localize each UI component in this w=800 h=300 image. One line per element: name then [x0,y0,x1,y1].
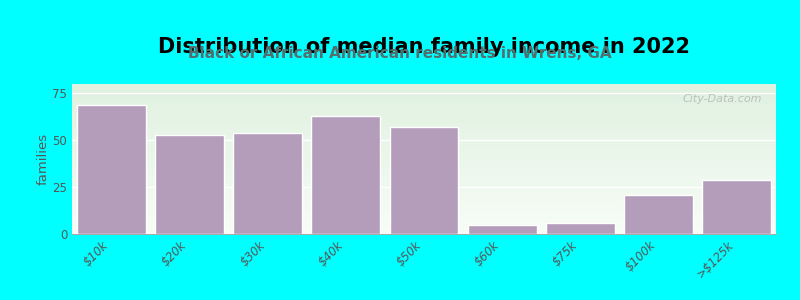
Bar [546,223,615,234]
Bar [390,127,458,234]
Bar [155,135,224,234]
Text: Black or African American residents in Wrens, GA: Black or African American residents in W… [188,46,612,62]
Bar [702,180,771,234]
Y-axis label: families: families [37,133,50,185]
Bar [624,195,693,234]
Bar [311,116,380,234]
Text: City-Data.com: City-Data.com [682,94,762,104]
Bar [233,133,302,234]
Title: Distribution of median family income in 2022: Distribution of median family income in … [158,38,690,57]
Bar [77,105,146,234]
Bar [468,225,537,234]
